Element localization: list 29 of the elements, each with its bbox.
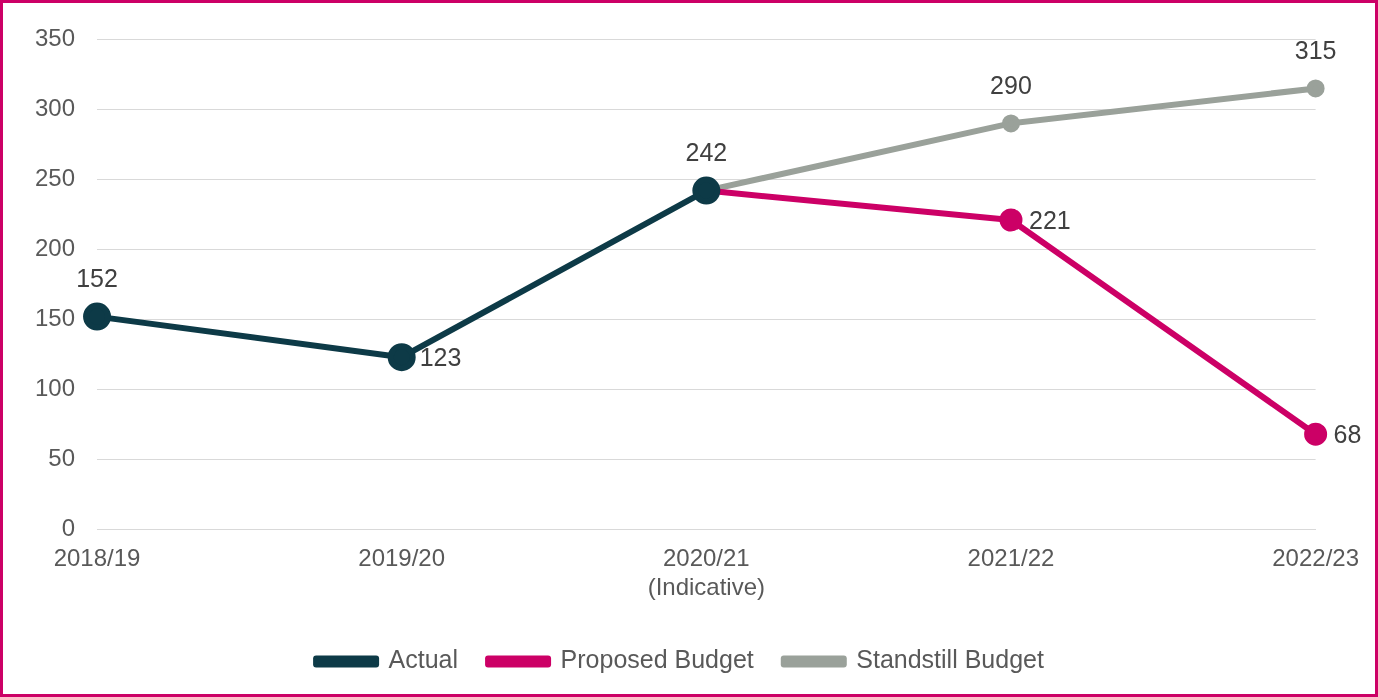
y-tick-label: 200 [35, 234, 76, 262]
data-label: 152 [76, 264, 118, 293]
point [83, 302, 112, 331]
point [999, 208, 1023, 232]
point [387, 343, 416, 372]
y-tick-label: 0 [61, 514, 76, 542]
point [1304, 422, 1328, 446]
point [1306, 79, 1325, 98]
data-label: 123 [419, 343, 462, 372]
x-tick-label: 2020/21 (Indicative) [647, 544, 766, 601]
y-tick-label: 100 [35, 374, 76, 402]
y-tick-label: 250 [35, 164, 76, 192]
legend-label: Standstill Budget [856, 645, 1044, 674]
data-label: 68 [1333, 420, 1362, 449]
y-tick-label: 300 [35, 94, 76, 122]
x-tick-label: 2021/22 [967, 544, 1055, 572]
data-label: 315 [1294, 36, 1337, 65]
legend-label: Proposed Budget [560, 645, 754, 674]
x-tick-label: 2022/23 [1272, 544, 1360, 572]
y-tick-label: 150 [35, 304, 76, 332]
point [1001, 114, 1020, 133]
legend-label: Actual [388, 645, 459, 674]
data-label: 290 [990, 71, 1032, 100]
y-tick-label: 350 [35, 24, 76, 52]
x-tick-label: 2019/20 [358, 544, 446, 572]
data-label: 221 [1028, 205, 1071, 234]
x-tick-label: 2018/19 [53, 544, 141, 572]
data-label: 242 [685, 138, 728, 167]
y-tick-label: 50 [48, 444, 76, 472]
